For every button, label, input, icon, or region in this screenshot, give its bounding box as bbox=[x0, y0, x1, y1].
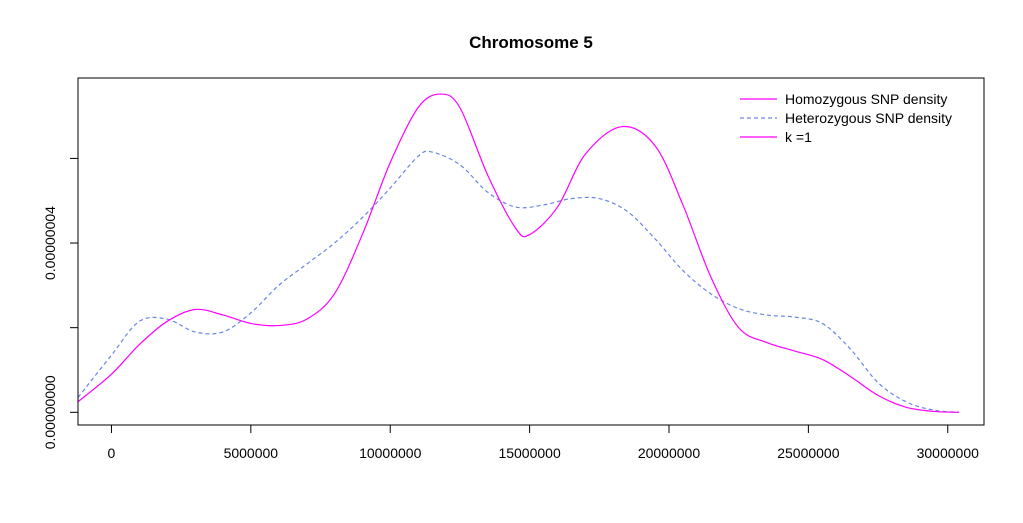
homozygous-density-line bbox=[78, 93, 959, 413]
x-tick-label: 30000000 bbox=[917, 445, 980, 461]
y-axis: 0.00000000 0.00000004 bbox=[42, 157, 79, 449]
x-tick-label: 0 bbox=[108, 445, 116, 461]
heterozygous-density-line bbox=[78, 150, 959, 413]
x-tick-label: 20000000 bbox=[638, 445, 701, 461]
x-tick-label: 25000000 bbox=[777, 445, 840, 461]
chart-title: Chromosome 5 bbox=[469, 33, 593, 52]
x-tick-label: 5000000 bbox=[224, 445, 279, 461]
legend-label-k: k =1 bbox=[785, 129, 812, 145]
y-tick-label: 0.00000000 bbox=[42, 375, 58, 449]
plot-frame bbox=[77, 77, 985, 426]
x-axis: 0 5000000 10000000 15000000 20000000 25000000… bbox=[108, 424, 980, 461]
y-tick-label: 0.00000004 bbox=[42, 206, 58, 280]
legend-label-homozygous: Homozygous SNP density bbox=[785, 91, 947, 107]
legend-label-heterozygous: Heterozygous SNP density bbox=[785, 110, 952, 126]
x-tick-label: 10000000 bbox=[359, 445, 422, 461]
series-layer bbox=[78, 93, 959, 413]
legend: Homozygous SNP density Heterozygous SNP … bbox=[740, 91, 952, 145]
x-tick-label: 15000000 bbox=[498, 445, 561, 461]
